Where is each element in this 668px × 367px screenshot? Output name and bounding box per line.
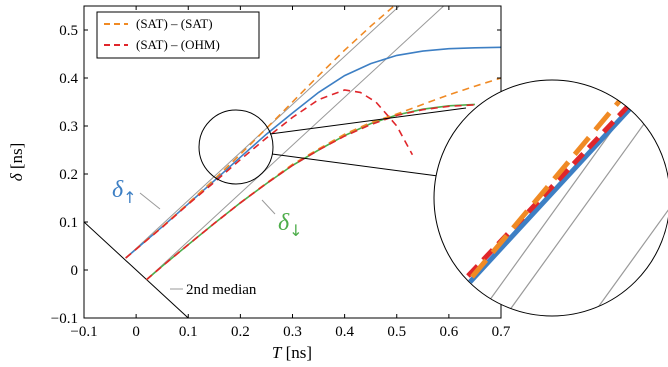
series-layer xyxy=(125,6,501,281)
legend-label-sat-ohm: (SAT) – (OHM) xyxy=(136,37,220,52)
reference-line-2 xyxy=(84,221,189,318)
y-tick-label: 0.2 xyxy=(59,167,78,183)
reference-line-1 xyxy=(146,6,445,280)
magnifier-zoom-circle xyxy=(433,79,668,317)
median-label: 2nd median xyxy=(186,282,257,298)
series-line-3 xyxy=(125,89,414,259)
y-tick-label: 0.5 xyxy=(59,23,78,39)
x-tick-label: 0.1 xyxy=(179,324,198,340)
reference-lines xyxy=(84,6,445,318)
x-tick-label: 0.2 xyxy=(231,324,250,340)
y-tick-label: 0 xyxy=(71,263,79,279)
x-tick-label: 0.6 xyxy=(440,324,459,340)
legend: (SAT) – (SAT) (SAT) – (OHM) xyxy=(96,11,260,59)
x-axis-label: T [ns] xyxy=(272,343,312,362)
x-tick-label: −0.1 xyxy=(70,324,97,340)
magnifier-connector-upper xyxy=(269,107,467,135)
y-tick-label: 0.1 xyxy=(59,215,78,231)
legend-label-sat-sat: (SAT) – (SAT) xyxy=(136,16,213,31)
delta-up-pointer xyxy=(139,192,161,210)
ticks: −0.1 0 0.1 0.2 0.3 0.4 0.5 0.6 0.7 −0.1 0 0.1 0.2 0.3… xyxy=(51,6,511,340)
zoom-red-curve xyxy=(466,102,632,278)
y-tick-label: 0.3 xyxy=(59,119,78,135)
series-line-1 xyxy=(146,103,475,281)
y-tick-label: −0.1 xyxy=(51,311,78,327)
x-tick-label: 0.4 xyxy=(335,324,354,340)
delta-down-label: δ↓ xyxy=(278,210,303,240)
legend-box xyxy=(96,11,260,59)
x-tick-label: 0.7 xyxy=(492,324,511,340)
delta-up-label: δ↑ xyxy=(112,177,137,207)
zoom-gray-line-3 xyxy=(559,165,668,316)
y-tick-label: 0.4 xyxy=(59,71,78,87)
y-axis-label: δ [ns] xyxy=(7,143,26,182)
x-tick-label: 0.5 xyxy=(387,324,406,340)
magnifier-connector-lower xyxy=(271,153,439,177)
series-line-5 xyxy=(146,104,475,281)
series-line-2 xyxy=(125,6,396,259)
x-tick-label: 0.3 xyxy=(283,324,302,340)
x-tick-label: 0 xyxy=(132,324,140,340)
magnifier-source-circle xyxy=(198,109,274,185)
zoom-blue-curve xyxy=(468,100,638,284)
zoom-orange-curve xyxy=(470,90,629,279)
reference-line-0 xyxy=(125,6,401,259)
delta-down-pointer xyxy=(261,199,276,215)
series-line-0 xyxy=(125,46,501,259)
